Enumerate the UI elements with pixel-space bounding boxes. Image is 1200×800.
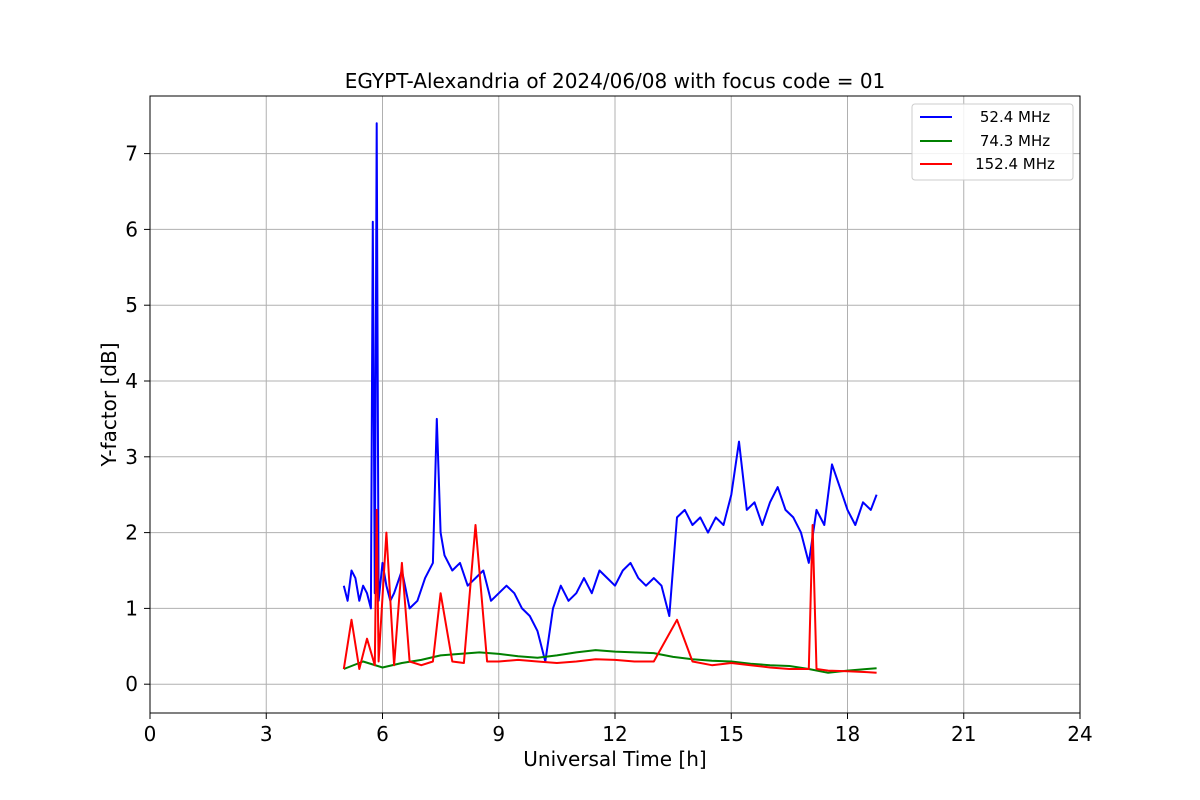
series-layer	[342, 122, 878, 674]
x-tick-label: 15	[719, 722, 744, 746]
y-tick-label: 4	[125, 369, 138, 393]
y-tick-label: 7	[125, 142, 138, 166]
y-tick-label: 5	[125, 293, 138, 317]
series-line-1	[342, 122, 878, 663]
x-tick-label: 24	[1067, 722, 1092, 746]
y-tick-label: 3	[125, 445, 138, 469]
y-tick-label: 1	[125, 596, 138, 620]
x-tick-label: 3	[260, 722, 273, 746]
x-axis-label: Universal Time [h]	[523, 747, 706, 771]
grid	[149, 96, 1081, 713]
legend-item-1: 52.4 MHz	[920, 108, 1050, 126]
y-axis-label: Y-factor [dB]	[97, 342, 121, 467]
legend-label-52-4: 52.4 MHz	[980, 108, 1050, 126]
x-tick-label: 12	[602, 722, 627, 746]
legend-label-152-4: 152.4 MHz	[975, 155, 1055, 173]
legend-item-2: 74.3 MHz	[920, 132, 1050, 150]
x-tick-label: 18	[835, 722, 860, 746]
chart-title: EGYPT-Alexandria of 2024/06/08 with focu…	[345, 69, 886, 93]
x-tick-label: 21	[951, 722, 976, 746]
y-tick-label: 2	[125, 521, 138, 545]
x-tick-label: 9	[492, 722, 505, 746]
y-tick-label: 0	[125, 672, 138, 696]
legend-label-74-3: 74.3 MHz	[980, 132, 1050, 150]
legend-item-3: 152.4 MHz	[920, 155, 1055, 173]
legend: 52.4 MHz 74.3 MHz 152.4 MHz	[911, 103, 1074, 181]
series-line-3	[342, 508, 877, 674]
x-tick-label: 0	[144, 722, 157, 746]
y-tick-label: 6	[125, 217, 138, 241]
legend-box	[911, 103, 1074, 181]
x-tick-label: 6	[376, 722, 389, 746]
